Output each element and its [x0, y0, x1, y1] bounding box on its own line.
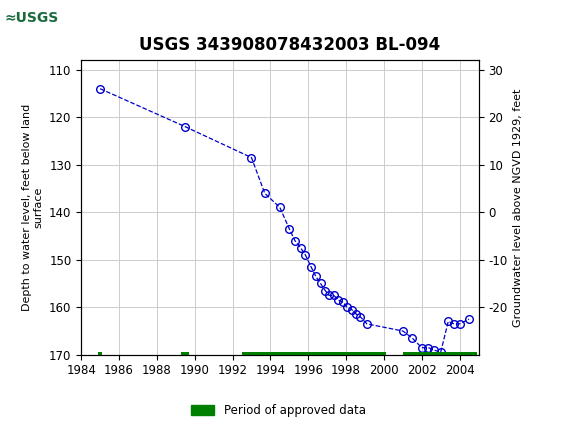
Y-axis label: Groundwater level above NGVD 1929, feet: Groundwater level above NGVD 1929, feet — [513, 88, 523, 327]
Bar — [98, 352, 102, 355]
Legend: Period of approved data: Period of approved data — [186, 399, 371, 422]
Bar — [182, 352, 189, 355]
Bar — [403, 352, 477, 355]
Bar — [2, 2, 83, 35]
Text: USGS 343908078432003 BL-094: USGS 343908078432003 BL-094 — [139, 36, 441, 54]
Text: ≈USGS: ≈USGS — [5, 11, 59, 25]
Bar — [242, 352, 386, 355]
Y-axis label: Depth to water level, feet below land
surface: Depth to water level, feet below land su… — [22, 104, 44, 311]
